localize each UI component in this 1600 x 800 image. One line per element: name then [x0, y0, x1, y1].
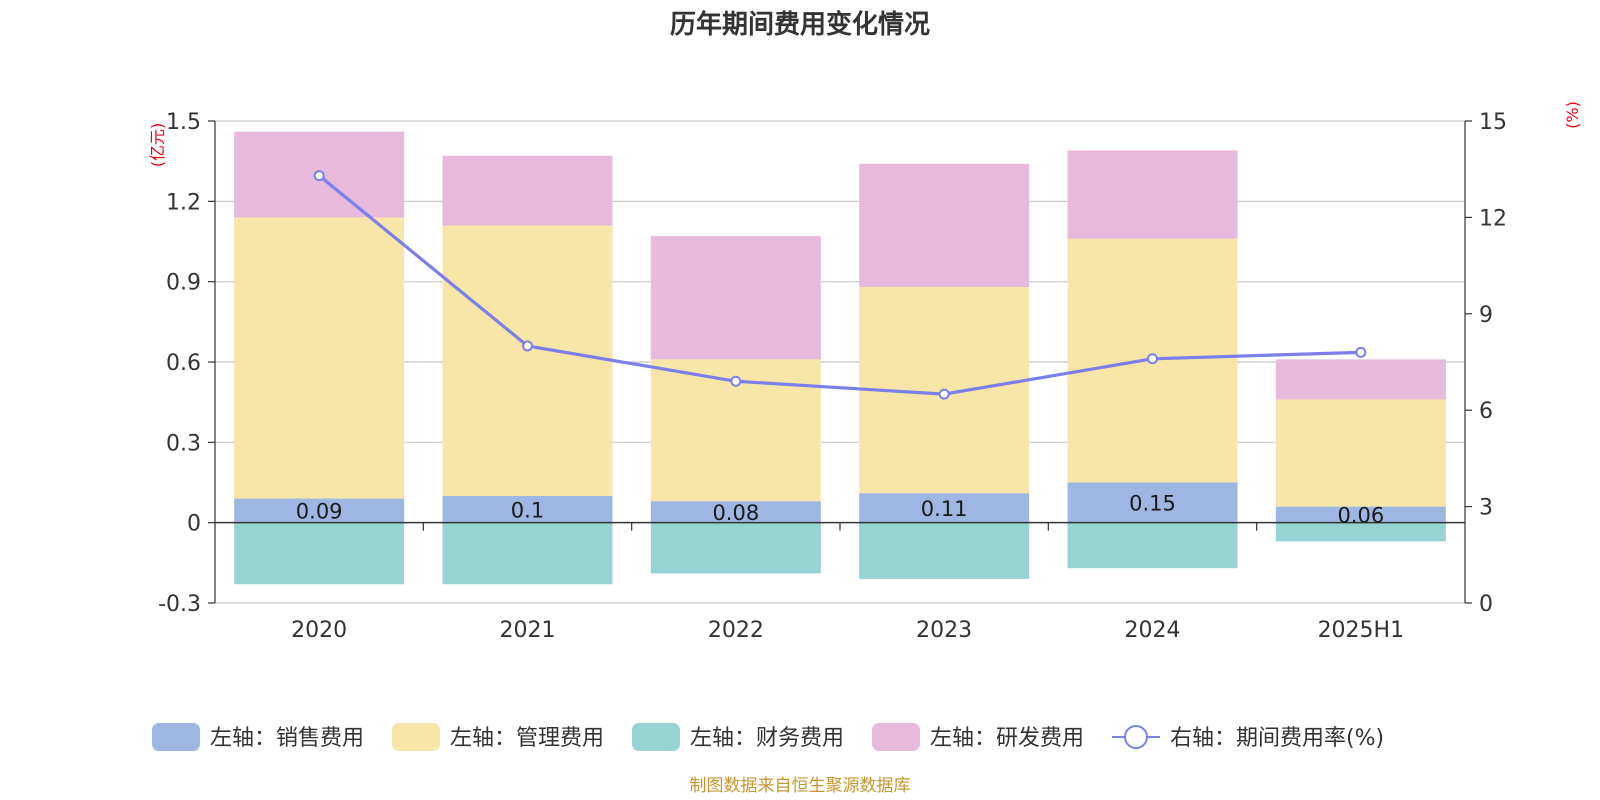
bar-finance-2023 — [859, 522, 1030, 579]
rate-polyline — [318, 174, 1361, 396]
bar-finance-2024 — [1067, 522, 1238, 569]
category-label: 2021 — [500, 618, 556, 643]
legend-item-rate[interactable]: 右轴：期间费用率(%) — [1112, 725, 1384, 751]
right-tick-label: 15 — [1479, 110, 1507, 135]
grid-lines — [215, 120, 1465, 604]
legend-swatch — [152, 723, 200, 751]
left-tick-label: 1.5 — [166, 110, 201, 135]
left-tick-label: 0.6 — [166, 351, 201, 376]
bar-finance-2021 — [442, 522, 613, 585]
legend: 左轴：销售费用 左轴：管理费用 左轴：财务费用 左轴：研发费用 右轴：期间费用率(%) — [152, 723, 1384, 751]
legend-item-admin[interactable]: 左轴：管理费用 — [392, 723, 604, 751]
sales-value-label: 0.09 — [296, 500, 343, 524]
bar-admin-2021 — [442, 225, 613, 496]
bars — [234, 131, 1446, 585]
left-tick-label: 0 — [187, 512, 201, 537]
bar-sales-2020 — [234, 498, 405, 523]
sales-value-label: 0.15 — [1129, 492, 1176, 516]
category-label: 2022 — [708, 618, 764, 643]
rate-point — [1355, 346, 1367, 358]
rate-point — [730, 375, 742, 387]
bar-sales-2023 — [859, 493, 1030, 523]
category-label: 2024 — [1125, 618, 1181, 643]
sales-value-label: 0.1 — [511, 498, 544, 522]
bar-admin-2025H1 — [1275, 399, 1446, 507]
legend-label: 左轴：财务费用 — [690, 726, 844, 751]
bar-admin-2020 — [234, 217, 405, 499]
right-tick-label: 9 — [1479, 303, 1493, 328]
bar-rnd-2025H1 — [1275, 359, 1446, 400]
right-tick-label: 3 — [1479, 496, 1493, 521]
bar-finance-2025H1 — [1275, 522, 1446, 542]
rate-point — [938, 388, 950, 400]
bar-rnd-2022 — [650, 236, 821, 360]
bar-sales-2025H1 — [1275, 506, 1446, 523]
left-tick-label: 1.2 — [166, 190, 201, 215]
bar-finance-2020 — [234, 522, 405, 585]
bar-sales-2024 — [1067, 482, 1238, 523]
right-tick-label: 12 — [1479, 206, 1507, 231]
bar-sales-2021 — [442, 495, 613, 523]
right-axis-unit: (%) — [1563, 101, 1582, 129]
axes: 1.5 1.2 0.9 0.6 0.3 0 -0.3 15 12 9 6 3 0 2020 2021 2022… — [158, 110, 1507, 643]
legend-item-rnd[interactable]: 左轴：研发费用 — [872, 723, 1084, 751]
category-label: 2025H1 — [1318, 618, 1405, 643]
bar-sales-2022 — [650, 501, 821, 523]
bar-finance-2022 — [650, 522, 821, 574]
rate-point — [522, 340, 533, 352]
right-tick-label: 0 — [1479, 592, 1493, 617]
legend-label: 左轴：管理费用 — [450, 726, 604, 751]
sales-value-label: 0.06 — [1337, 504, 1384, 528]
bar-rnd-2021 — [442, 155, 613, 226]
rate-point — [313, 170, 325, 182]
bar-rnd-2023 — [859, 163, 1030, 288]
left-tick-label: 0.3 — [166, 431, 201, 456]
legend-label: 左轴：研发费用 — [930, 726, 1084, 751]
left-tick-label: -0.3 — [158, 592, 201, 617]
legend-item-finance[interactable]: 左轴：财务费用 — [632, 723, 844, 751]
chart-title: 历年期间费用变化情况 — [670, 9, 930, 40]
source-note: 制图数据来自恒生聚源数据库 — [690, 776, 911, 796]
legend-swatch — [872, 723, 920, 751]
legend-circle-symbol — [1124, 725, 1148, 749]
right-tick-label: 6 — [1479, 399, 1493, 424]
category-label: 2023 — [916, 618, 972, 643]
sales-value-label: 0.11 — [921, 497, 968, 521]
bar-rnd-2024 — [1067, 150, 1238, 239]
legend-swatch — [392, 723, 440, 751]
legend-swatch — [632, 723, 680, 751]
category-label: 2020 — [291, 618, 347, 643]
data-labels: 0.09 0.1 0.08 0.11 0.15 0.06 — [296, 492, 1384, 528]
sales-value-label: 0.08 — [712, 501, 759, 525]
left-axis-unit: (亿元) — [148, 123, 167, 168]
left-tick-label: 0.9 — [166, 271, 201, 296]
rate-point — [1147, 353, 1158, 365]
legend-label: 右轴：期间费用率(%) — [1170, 726, 1384, 751]
legend-item-sales[interactable]: 左轴：销售费用 — [152, 723, 364, 751]
rate-line — [313, 170, 1367, 400]
legend-label: 左轴：销售费用 — [210, 726, 364, 751]
